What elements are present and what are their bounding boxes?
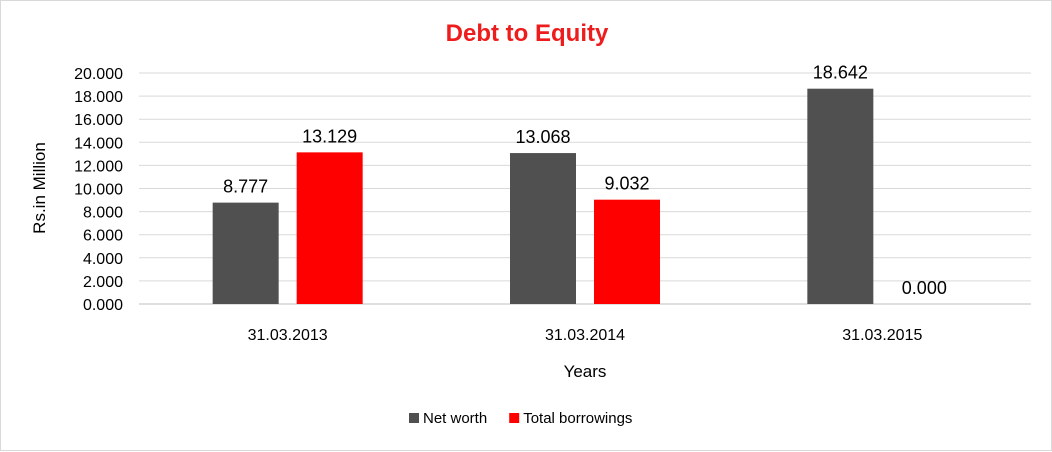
- legend-label: Total borrowings: [523, 410, 632, 427]
- bar-net-worth: [510, 153, 576, 304]
- x-tick-label: 31.03.2013: [248, 327, 328, 344]
- y-tick-labels: 0.000 2.000 4.000 6.000 8.000 10.000 12.000 14.…: [74, 66, 123, 314]
- y-tick-label: 4.000: [83, 251, 123, 268]
- x-tick-label: 31.03.2014: [545, 327, 625, 344]
- data-label: 9.032: [604, 174, 649, 194]
- y-tick-label: 18.000: [74, 89, 123, 106]
- y-tick-label: 16.000: [74, 112, 123, 129]
- bar-total-borrowings: [594, 199, 660, 304]
- y-axis-title: Rs.in Million: [30, 142, 49, 234]
- x-axis-title: Years: [564, 362, 607, 381]
- bars: [212, 88, 874, 304]
- bar-net-worth: [807, 88, 874, 304]
- legend-swatch: [509, 413, 520, 423]
- gridlines: [139, 72, 1031, 305]
- y-tick-label: 2.000: [83, 274, 123, 291]
- y-tick-label: 0.000: [83, 297, 123, 314]
- data-labels: 8.777 13.129 13.068 9.032 18.642 0.000: [223, 63, 947, 298]
- y-tick-label: 12.000: [74, 158, 123, 175]
- data-label: 8.777: [223, 177, 268, 197]
- bar-net-worth: [212, 202, 279, 304]
- y-tick-label: 6.000: [83, 228, 123, 245]
- data-label: 18.642: [813, 63, 868, 83]
- data-label: 0.000: [902, 278, 947, 298]
- bar-total-borrowings: [296, 152, 363, 304]
- y-tick-label: 14.000: [74, 135, 123, 152]
- legend-label: Net worth: [423, 410, 487, 427]
- y-tick-label: 20.000: [74, 66, 123, 83]
- y-tick-label: 8.000: [83, 205, 123, 222]
- x-tick-label: 31.03.2015: [842, 327, 922, 344]
- legend-swatch: [409, 413, 419, 423]
- chart-title: Debt to Equity: [446, 20, 609, 47]
- data-label: 13.129: [302, 126, 357, 146]
- data-label: 13.068: [515, 127, 570, 147]
- legend: Net worth Total borrowings: [409, 410, 632, 427]
- x-tick-labels: 31.03.2013 31.03.2014 31.03.2015: [248, 327, 923, 344]
- y-tick-label: 10.000: [74, 182, 123, 199]
